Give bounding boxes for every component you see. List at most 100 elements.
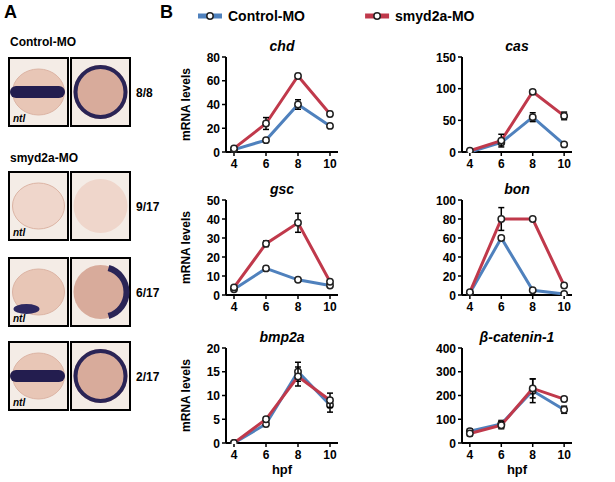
probe-label: ntl (13, 227, 25, 238)
series-line (234, 223, 330, 288)
data-point (530, 114, 536, 120)
error-bar (263, 417, 269, 422)
data-point (231, 145, 237, 151)
error-bar (295, 367, 301, 386)
chart-title: gsc (269, 181, 294, 197)
x-tick-label: 4 (467, 300, 474, 314)
x-tick (265, 443, 267, 447)
y-tick-label: 20 (207, 342, 221, 356)
error-cap (295, 109, 301, 111)
y-tick (458, 256, 462, 258)
error-cap (263, 129, 269, 131)
y-tick-label: 20 (207, 251, 221, 265)
data-area (467, 89, 568, 153)
data-point (263, 137, 269, 143)
y-tick-label: 0 (213, 437, 220, 451)
data-point (231, 440, 237, 444)
y-tick-label: 100 (436, 82, 456, 96)
panel-letter: A (4, 2, 17, 22)
error-cap (498, 207, 504, 209)
error-cap (530, 397, 536, 399)
y-tick-label: 60 (207, 74, 221, 88)
x-tick (297, 295, 299, 299)
data-area (467, 208, 568, 296)
x-tick-label: 6 (263, 157, 270, 171)
error-bar (327, 393, 333, 407)
x-tick (329, 152, 331, 156)
x-tick (329, 443, 331, 447)
embryo-row: ntl6/17 (9, 258, 160, 326)
chart: chd02040608046810mRNA levels (179, 38, 338, 171)
y-tick-label: 5 (213, 413, 220, 427)
embryo-row: ntl9/17 (9, 172, 160, 240)
x-tick (329, 295, 331, 299)
series-line (470, 238, 564, 294)
error-bar (561, 112, 567, 120)
x-tick (501, 295, 503, 299)
y-tick-label: 20 (443, 270, 457, 284)
embryo (74, 265, 128, 319)
error-cap (295, 232, 301, 234)
y-tick-label: 0 (213, 146, 220, 160)
y-tick-label: 40 (207, 213, 221, 227)
image-frame (9, 258, 68, 326)
error-bar (530, 379, 536, 403)
error-bar (295, 213, 301, 232)
x-tick (501, 443, 503, 447)
data-point (467, 430, 473, 436)
error-cap (263, 117, 269, 119)
series-line (234, 372, 330, 443)
error-bar (498, 422, 504, 429)
embryo-row: ntl8/8 (9, 58, 153, 126)
data-point (498, 216, 504, 222)
error-cap (530, 378, 536, 380)
chart-title: bmp2a (259, 329, 304, 345)
x-axis (462, 151, 572, 153)
x-tick (532, 443, 534, 447)
figure: ABControl-MOntl8/8smyd2a-MOntl9/17ntl6/1… (0, 0, 615, 482)
y-tick-label: 80 (443, 213, 457, 227)
x-tick-label: 8 (295, 157, 302, 171)
y-tick (458, 442, 462, 444)
data-area (231, 362, 333, 444)
chart: cas05010015046810 (436, 38, 572, 171)
x-tick-label: 6 (498, 448, 505, 462)
x-tick-label: 10 (557, 448, 571, 462)
data-area (231, 73, 333, 153)
x-tick (532, 295, 534, 299)
image-frame (9, 58, 68, 126)
x-axis-title: hpf (507, 462, 528, 477)
y-axis-title: mRNA levels (179, 68, 193, 141)
data-point (498, 137, 504, 143)
y-tick-label: 100 (436, 194, 456, 208)
embryo (74, 349, 128, 403)
y-axis-title: mRNA levels (179, 359, 193, 432)
x-tick-label: 4 (467, 157, 474, 171)
error-bar (263, 118, 269, 130)
x-tick (265, 295, 267, 299)
error-cap (295, 366, 301, 368)
data-point (561, 141, 567, 147)
x-tick-label: 10 (323, 448, 337, 462)
y-tick-label: 0 (449, 146, 456, 160)
y-tick (222, 347, 226, 349)
y-tick (458, 347, 462, 349)
y-tick (458, 371, 462, 373)
staining (109, 268, 127, 316)
y-tick (222, 275, 226, 277)
x-tick (563, 152, 565, 156)
x-axis (226, 294, 338, 296)
series-line (234, 76, 330, 148)
data-point (530, 287, 536, 293)
series-line (234, 377, 330, 444)
image-frame (9, 172, 68, 240)
x-tick (532, 152, 534, 156)
data-point (467, 290, 473, 296)
staining (76, 67, 126, 117)
x-axis-title: hpf (272, 462, 293, 477)
x-tick (563, 443, 565, 447)
chart: bmp2a0510152046810mRNA levelshpf (179, 329, 338, 477)
error-cap (530, 402, 536, 404)
data-point (327, 123, 333, 129)
data-area (467, 379, 568, 437)
